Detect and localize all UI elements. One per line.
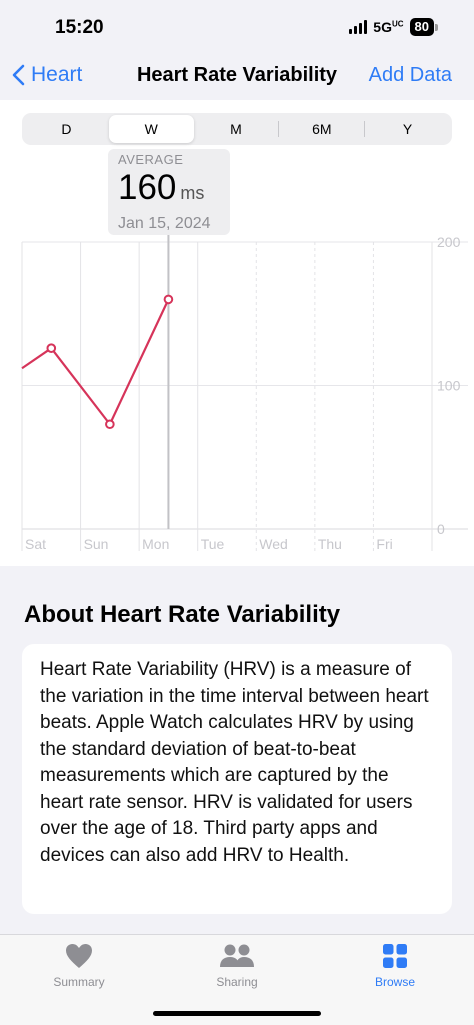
tab-label: Sharing <box>216 975 258 989</box>
status-time: 15:20 <box>55 17 104 38</box>
x-tick-label: Sat <box>25 536 46 552</box>
x-tick-label: Sun <box>84 536 109 552</box>
tab-label: Browse <box>374 975 415 989</box>
range-tab-m[interactable]: M <box>230 121 242 137</box>
heart-icon <box>66 944 92 968</box>
range-tab-6m[interactable]: 6M <box>312 121 332 137</box>
x-tick-label: Fri <box>376 536 392 552</box>
selection-summary: AVERAGE 160 ms Jan 15, 2024 <box>108 149 230 235</box>
tab-browse[interactable]: Browse <box>335 943 455 989</box>
about-text: Heart Rate Variability (HRV) is a measur… <box>40 659 429 866</box>
people-icon <box>220 944 254 967</box>
back-button[interactable]: Heart <box>12 63 82 87</box>
summary-date: Jan 15, 2024 <box>118 215 211 232</box>
hrv-data-point <box>105 419 115 430</box>
tab-bar: Summary Sharing Browse <box>0 934 474 1025</box>
hrv-data-point <box>163 294 174 305</box>
tab-summary[interactable]: Summary <box>19 943 139 989</box>
back-label: Heart <box>31 63 83 86</box>
summary-label: AVERAGE <box>118 152 184 167</box>
grid-icon <box>383 944 407 968</box>
battery-level: 80 <box>409 18 434 36</box>
range-selector: D W M 6M Y <box>22 113 452 145</box>
chevron-left-icon <box>12 64 25 86</box>
hrv-series-line <box>21 298 170 426</box>
tab-sharing[interactable]: Sharing <box>177 943 297 989</box>
status-bar: 15:20 5GUC 80 <box>0 0 474 56</box>
x-tick-label: Wed <box>259 536 288 552</box>
y-tick-label: 0 <box>437 521 445 537</box>
network-label: 5GUC <box>373 19 404 35</box>
range-tab-y[interactable]: Y <box>402 121 413 137</box>
status-indicators: 5GUC 80 <box>349 18 438 36</box>
summary-unit: ms <box>180 183 205 203</box>
tab-label: Summary <box>53 975 105 989</box>
about-title: About Heart Rate Variability <box>24 601 341 628</box>
add-data-button[interactable]: Add Data <box>368 64 452 86</box>
home-indicator <box>153 1011 321 1016</box>
about-card: Heart Rate Variability (HRV) is a measur… <box>22 644 452 914</box>
x-tick-label: Thu <box>318 536 342 552</box>
x-tick-label: Tue <box>201 536 225 552</box>
nav-bar: Heart Heart Rate Variability Add Data <box>0 56 474 100</box>
y-tick-label: 100 <box>437 378 461 394</box>
page-title: Heart Rate Variability <box>136 64 338 86</box>
battery-icon: 80 <box>409 18 438 36</box>
x-tick-label: Mon <box>142 536 169 552</box>
hrv-chart[interactable]: 200 100 0 Sat Sun Mon Tue Wed Thu Fri <box>0 150 474 560</box>
chart-card <box>0 100 474 566</box>
range-tab-d[interactable]: D <box>61 121 72 137</box>
range-tab-w[interactable]: W <box>108 115 194 143</box>
y-tick-label: 200 <box>437 234 461 250</box>
hrv-data-point <box>46 343 57 353</box>
signal-icon <box>349 20 368 34</box>
summary-value: 160 ms <box>118 168 205 207</box>
segment-divider <box>364 121 366 137</box>
segment-divider <box>278 121 280 137</box>
